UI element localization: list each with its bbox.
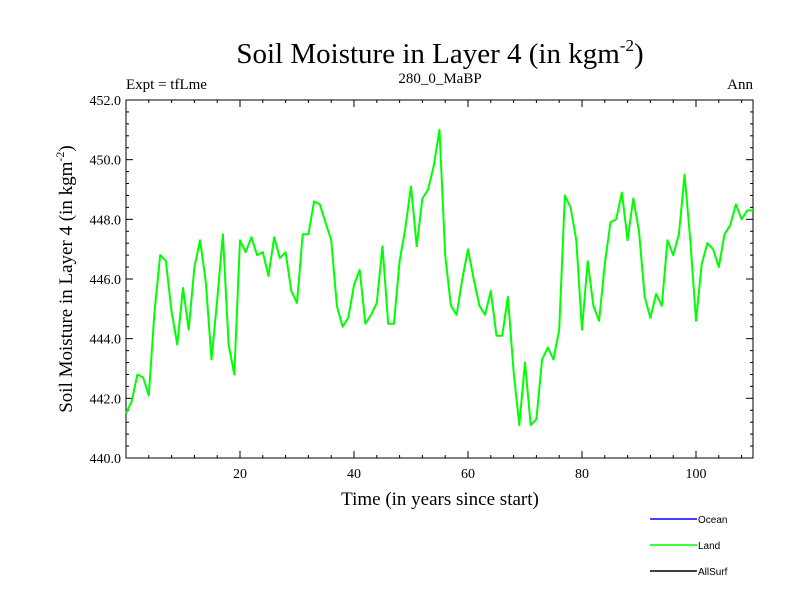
y-tick-label: 442.0 xyxy=(90,392,122,407)
y-tick-label: 446.0 xyxy=(90,273,122,288)
y-tick-label: 450.0 xyxy=(90,154,122,169)
chart-title: Soil Moisture in Layer 4 (in kgm-2) xyxy=(236,36,643,70)
legend-label-land: Land xyxy=(698,541,720,552)
y-tick-label: 444.0 xyxy=(90,333,122,348)
y-axis-label: Soil Moisture in Layer 4 (in kgm-2) xyxy=(53,145,77,413)
x-axis-ticks: 20 40 60 80 100 xyxy=(148,100,743,482)
y-axis-ticks: 440.0 442.0 444.0 446.0 448.0 450.0 452.0 xyxy=(90,94,753,467)
subtitle-season: Ann xyxy=(727,77,753,93)
y-tick-label: 448.0 xyxy=(90,213,122,228)
x-tick-label: 60 xyxy=(461,467,475,482)
legend-label-ocean: Ocean xyxy=(698,515,727,526)
subtitle-period: 280_0_MaBP xyxy=(398,71,481,87)
x-tick-label: 40 xyxy=(347,467,361,482)
series-line-land xyxy=(125,128,753,427)
y-tick-label: 440.0 xyxy=(90,452,122,467)
legend-label-allsurf: AllSurf xyxy=(698,567,728,578)
legend: Ocean Land AllSurf xyxy=(650,515,728,578)
plot-frame xyxy=(125,99,754,459)
x-tick-label: 80 xyxy=(575,467,589,482)
y-tick-label: 452.0 xyxy=(90,94,122,109)
x-axis-label: Time (in years since start) xyxy=(341,489,539,510)
x-tick-label: 100 xyxy=(686,467,707,482)
series-layer xyxy=(125,128,753,427)
x-tick-label: 20 xyxy=(233,467,247,482)
subtitle-experiment: Expt = tfLme xyxy=(126,77,207,93)
